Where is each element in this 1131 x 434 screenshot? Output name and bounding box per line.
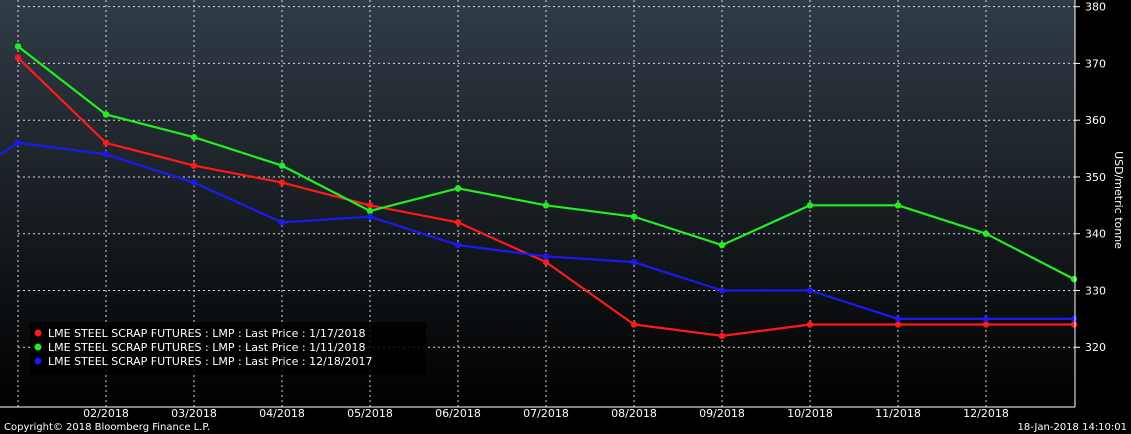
y-tick-label: 320 bbox=[1085, 341, 1106, 354]
x-tick-label: 07/2018 bbox=[523, 407, 569, 420]
data-point bbox=[894, 321, 902, 328]
data-point bbox=[278, 219, 286, 226]
legend-marker bbox=[34, 329, 42, 337]
data-point bbox=[806, 202, 814, 209]
data-point bbox=[718, 332, 726, 340]
y-axis-label: USD/metric tonne bbox=[1112, 151, 1125, 249]
data-point bbox=[14, 43, 22, 50]
series-2 bbox=[14, 43, 1078, 283]
data-point bbox=[806, 287, 814, 294]
data-point bbox=[190, 179, 198, 186]
data-point bbox=[278, 179, 286, 186]
data-point bbox=[542, 202, 550, 209]
data-point bbox=[894, 315, 902, 323]
y-tick-label: 340 bbox=[1085, 228, 1106, 241]
timestamp-text: 18-Jan-2018 14:10:01 bbox=[1018, 422, 1127, 433]
y-tick-label: 360 bbox=[1085, 114, 1106, 127]
x-tick-label: 06/2018 bbox=[435, 407, 481, 420]
data-point bbox=[542, 258, 550, 266]
legend-marker bbox=[34, 357, 42, 365]
legend-entry: LME STEEL SCRAP FUTURES : LMP : Last Pri… bbox=[48, 341, 366, 354]
data-point bbox=[894, 202, 902, 209]
data-point bbox=[102, 139, 110, 147]
x-tick-label: 11/2018 bbox=[875, 407, 921, 420]
legend-entry: LME STEEL SCRAP FUTURES : LMP : Last Pri… bbox=[48, 355, 373, 368]
y-tick-label: 370 bbox=[1085, 57, 1106, 70]
y-tick-label: 330 bbox=[1085, 284, 1106, 297]
data-point bbox=[366, 207, 374, 215]
data-point bbox=[982, 230, 990, 237]
data-point bbox=[454, 219, 462, 226]
data-point bbox=[278, 162, 286, 169]
data-point bbox=[366, 202, 374, 209]
legend-marker bbox=[34, 343, 42, 351]
data-point bbox=[806, 321, 814, 328]
x-tick-label: 04/2018 bbox=[259, 407, 305, 420]
data-point bbox=[982, 321, 990, 328]
x-tick-label: 08/2018 bbox=[611, 407, 657, 420]
y-tick-label: 350 bbox=[1085, 171, 1106, 184]
x-tick-label: 10/2018 bbox=[787, 407, 833, 420]
data-point bbox=[14, 54, 22, 61]
legend: LME STEEL SCRAP FUTURES : LMP : Last Pri… bbox=[30, 322, 426, 374]
data-point bbox=[1070, 315, 1078, 323]
data-point bbox=[102, 151, 110, 158]
x-tick-label: 03/2018 bbox=[171, 407, 217, 420]
data-point bbox=[14, 139, 22, 147]
data-point bbox=[366, 213, 374, 220]
data-point bbox=[630, 258, 638, 266]
data-point bbox=[630, 213, 638, 220]
x-tick-label: 05/2018 bbox=[347, 407, 393, 420]
legend-entry: LME STEEL SCRAP FUTURES : LMP : Last Pri… bbox=[48, 327, 366, 340]
series-lines bbox=[0, 43, 1078, 340]
data-point bbox=[1070, 275, 1078, 283]
data-point bbox=[542, 253, 550, 260]
data-point bbox=[190, 162, 198, 169]
data-point bbox=[190, 134, 198, 141]
x-tick-label: 09/2018 bbox=[699, 407, 745, 420]
x-tick-label: 02/2018 bbox=[83, 407, 129, 420]
data-point bbox=[102, 111, 110, 118]
data-point bbox=[718, 287, 726, 294]
data-point bbox=[718, 241, 726, 249]
copyright-text: Copyright© 2018 Bloomberg Finance L.P. bbox=[4, 422, 210, 433]
series-3 bbox=[0, 139, 1078, 323]
data-point bbox=[454, 241, 462, 249]
series-line bbox=[0, 141, 1074, 320]
legend-box bbox=[30, 322, 426, 374]
data-point bbox=[1070, 321, 1078, 328]
x-tick-label: 12/2018 bbox=[963, 407, 1009, 420]
axes: 320 330 340 350 360 370 380 02/2018 03/2018 04/20… bbox=[0, 0, 1106, 420]
y-tick-label: 380 bbox=[1085, 1, 1106, 14]
series-1 bbox=[14, 54, 1078, 340]
data-point bbox=[630, 321, 638, 328]
data-point bbox=[454, 185, 462, 192]
data-point bbox=[982, 315, 990, 323]
